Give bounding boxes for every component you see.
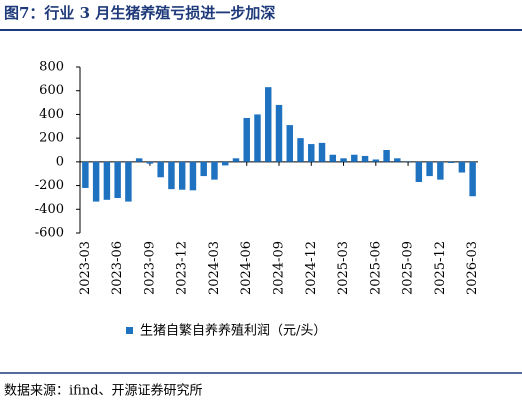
bar [308, 144, 315, 162]
chart-title: 图7：行业 3 月生猪养殖亏损进一步加深 [4, 4, 275, 22]
bar [415, 161, 423, 183]
y-tick-label: -400 [35, 202, 64, 217]
bar [254, 114, 261, 162]
bar [469, 161, 476, 197]
x-tick-label: 2026-03 [465, 241, 480, 295]
bar [82, 161, 89, 188]
x-tick-label: 2024-03 [207, 241, 222, 295]
bar [211, 161, 218, 180]
bar [178, 161, 186, 190]
bar [135, 158, 143, 162]
bar [125, 161, 132, 202]
bar [458, 161, 466, 173]
bar [146, 161, 154, 164]
y-tick-label: 200 [39, 131, 64, 146]
bar [232, 158, 240, 162]
bar [426, 161, 433, 177]
x-tick-label: 2023-06 [110, 241, 125, 295]
bar [372, 159, 380, 162]
bar [168, 161, 175, 190]
bar [329, 154, 337, 162]
bar [275, 104, 283, 162]
y-tick-label: -200 [35, 178, 64, 193]
legend-swatch [126, 327, 133, 334]
y-tick-label: 600 [39, 83, 64, 98]
bar [114, 161, 121, 199]
x-tick-label: 2023-09 [142, 241, 157, 295]
bar [404, 161, 412, 162]
bar [221, 161, 229, 166]
x-tick-label: 2024-06 [239, 241, 254, 295]
x-tick-label: 2024-09 [272, 241, 287, 295]
bar [92, 161, 100, 202]
bar [340, 158, 347, 162]
y-tick-label: 0 [56, 154, 64, 169]
x-tick-label: 2023-03 [78, 241, 93, 295]
bar [437, 161, 444, 180]
x-tick-label: 2025-12 [433, 241, 448, 295]
bar [351, 154, 358, 162]
bar [394, 158, 401, 162]
bar [361, 155, 369, 162]
bar [243, 117, 250, 162]
x-tick-label: 2025-06 [368, 241, 383, 295]
x-tick-label: 2025-03 [336, 241, 351, 295]
bar [103, 161, 111, 200]
y-tick-label: 400 [39, 107, 64, 122]
bar [200, 161, 207, 177]
x-tick-label: 2023-12 [175, 241, 190, 295]
x-tick-label: 2024-12 [304, 241, 319, 295]
y-tick-label: -600 [35, 226, 64, 241]
bar [383, 150, 390, 162]
bar [297, 138, 304, 162]
bar [157, 161, 164, 178]
bar [286, 125, 293, 162]
bar [265, 87, 272, 162]
y-tick-label: 800 [39, 60, 64, 75]
x-tick-label: 2025-09 [401, 241, 416, 295]
bar [189, 161, 197, 191]
legend-label: 生猪自繁自养养殖利润（元/头） [140, 323, 326, 339]
bar [318, 142, 326, 162]
bar [447, 161, 455, 164]
source: 数据来源：ifind、开源证券研究所 [4, 383, 203, 399]
